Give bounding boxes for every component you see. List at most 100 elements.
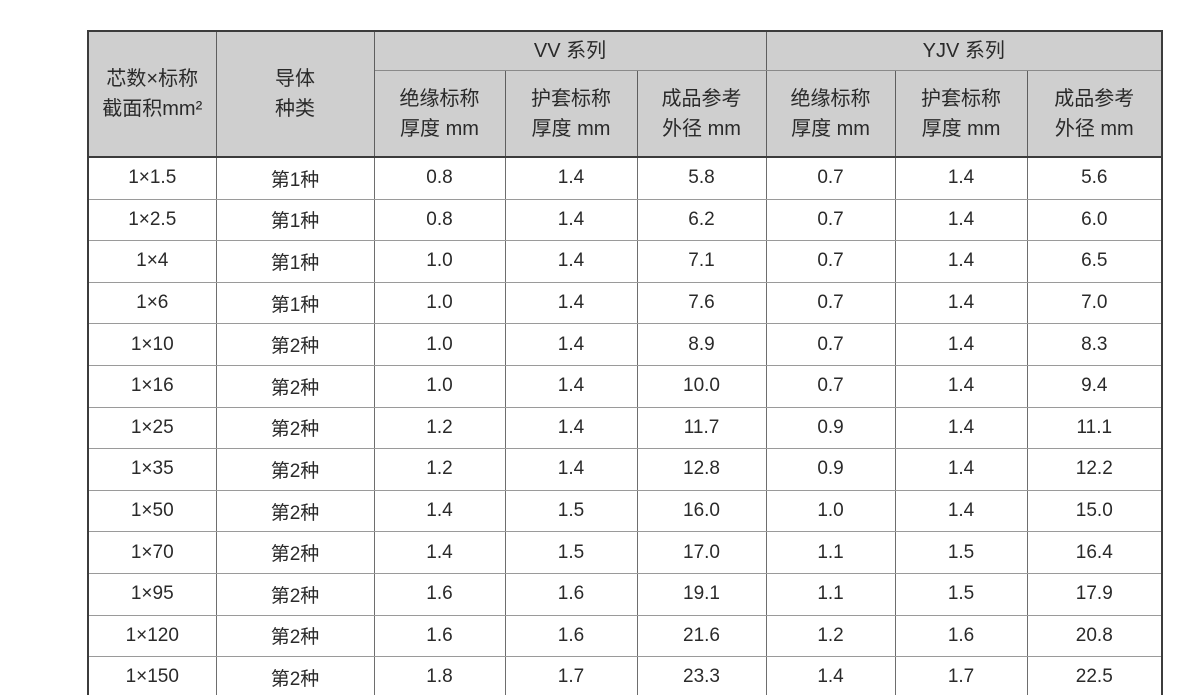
- table-cell: 5.6: [1026, 156, 1163, 200]
- table-cell: 1×2.5: [87, 198, 217, 242]
- table-cell: 第2种: [215, 572, 375, 616]
- table-row: 1×4 第1种 1.0 1.4 7.1 0.7 1.4 6.5: [87, 240, 1163, 283]
- table-cell: 1.0: [373, 364, 506, 408]
- table-cell: 17.0: [636, 531, 767, 574]
- table-cell: 1.4: [504, 240, 638, 283]
- header-conductor-type: 导体 种类: [215, 30, 375, 158]
- table-row: 1×50 第2种 1.4 1.5 16.0 1.0 1.4 15.0: [87, 489, 1163, 533]
- table-cell: 1.1: [765, 572, 896, 616]
- table-cell: 1.6: [894, 614, 1028, 658]
- table-cell: 1.4: [504, 323, 638, 366]
- table-cell: 1.4: [894, 156, 1028, 200]
- table-cell: 6.5: [1026, 240, 1163, 283]
- table-cell: 1.2: [373, 406, 506, 450]
- table-row: 1×10 第2种 1.0 1.4 8.9 0.7 1.4 8.3: [87, 323, 1163, 366]
- table-cell: 1×6: [87, 281, 217, 325]
- table-cell: 1.4: [504, 156, 638, 200]
- table-cell: 1.2: [765, 614, 896, 658]
- table-cell: 第1种: [215, 156, 375, 200]
- table-cell: 1.4: [894, 198, 1028, 242]
- table-row: 1×16 第2种 1.0 1.4 10.0 0.7 1.4 9.4: [87, 364, 1163, 408]
- table-cell: 1.4: [373, 489, 506, 533]
- table-row: 1×95 第2种 1.6 1.6 19.1 1.1 1.5 17.9: [87, 572, 1163, 616]
- table-cell: 第1种: [215, 281, 375, 325]
- table-cell: 1.4: [894, 240, 1028, 283]
- table-row: 1×35 第2种 1.2 1.4 12.8 0.9 1.4 12.2: [87, 448, 1163, 491]
- table-cell: 19.1: [636, 572, 767, 616]
- table-cell: 1.5: [894, 531, 1028, 574]
- table-cell: 1.8: [373, 656, 506, 695]
- table-row: 1×70 第2种 1.4 1.5 17.0 1.1 1.5 16.4: [87, 531, 1163, 574]
- table-cell: 0.7: [765, 281, 896, 325]
- table-cell: 1.6: [373, 572, 506, 616]
- table-cell: 1.0: [373, 281, 506, 325]
- table-cell: 1.4: [504, 406, 638, 450]
- table-row: 1×6 第1种 1.0 1.4 7.6 0.7 1.4 7.0: [87, 281, 1163, 325]
- table-cell: 22.5: [1026, 656, 1163, 695]
- table-cell: 0.7: [765, 240, 896, 283]
- table-cell: 1.4: [894, 323, 1028, 366]
- header-yjv-insulation: 绝缘标称 厚度 mm: [765, 70, 896, 158]
- table-cell: 第2种: [215, 614, 375, 658]
- table-cell: 1.4: [504, 281, 638, 325]
- table-cell: 20.8: [1026, 614, 1163, 658]
- header-yjv-outer-diameter: 成品参考 外径 mm: [1026, 70, 1163, 158]
- table-cell: 1×35: [87, 448, 217, 491]
- header-sub-row: 绝缘标称 厚度 mm 护套标称 厚度 mm 成品参考 外径 mm 绝缘标称 厚度…: [88, 70, 1163, 158]
- table-cell: 16.0: [636, 489, 767, 533]
- table-cell: 1.6: [373, 614, 506, 658]
- table-cell: 7.6: [636, 281, 767, 325]
- table-cell: 17.9: [1026, 572, 1163, 616]
- table-cell: 0.9: [765, 406, 896, 450]
- table-cell: 1.4: [504, 448, 638, 491]
- table-cell: 0.8: [373, 198, 506, 242]
- table-cell: 1.4: [894, 281, 1028, 325]
- table-cell: 12.2: [1026, 448, 1163, 491]
- table-body: 1×1.5 第1种 0.8 1.4 5.8 0.7 1.4 5.6 1×2.5 第1种 0.8 1.4…: [87, 156, 1163, 695]
- table-cell: 1.5: [504, 489, 638, 533]
- table-row: 1×120 第2种 1.6 1.6 21.6 1.2 1.6 20.8: [87, 614, 1163, 658]
- header-group-row: 芯数×标称 截面积mm² 导体 种类 VV 系列 YJV 系列: [87, 30, 1163, 158]
- table-row: 1×2.5 第1种 0.8 1.4 6.2 0.7 1.4 6.0: [87, 198, 1163, 242]
- header-core-size: 芯数×标称 截面积mm²: [87, 30, 217, 158]
- table-cell: 6.0: [1026, 198, 1163, 242]
- header-yjv-sheath: 护套标称 厚度 mm: [894, 70, 1028, 158]
- table-cell: 1×10: [87, 323, 217, 366]
- table-header: 芯数×标称 截面积mm² 导体 种类 VV 系列 YJV 系列 绝缘标称 厚度 …: [87, 30, 1163, 158]
- table-cell: 1.4: [894, 364, 1028, 408]
- table-cell: 12.8: [636, 448, 767, 491]
- table-cell: 1×4: [87, 240, 217, 283]
- header-vv-sheath: 护套标称 厚度 mm: [504, 70, 638, 158]
- table-cell: 第2种: [215, 656, 375, 695]
- table-cell: 1×95: [87, 572, 217, 616]
- table-cell: 第2种: [215, 448, 375, 491]
- table-cell: 1.7: [894, 656, 1028, 695]
- table-cell: 1.5: [894, 572, 1028, 616]
- header-vv-outer-diameter: 成品参考 外径 mm: [636, 70, 767, 158]
- table-cell: 9.4: [1026, 364, 1163, 408]
- table-cell: 1×50: [87, 489, 217, 533]
- table-cell: 第2种: [215, 406, 375, 450]
- cable-spec-table: 芯数×标称 截面积mm² 导体 种类 VV 系列 YJV 系列 绝缘标称 厚度 …: [87, 30, 1164, 695]
- table-cell: 1×25: [87, 406, 217, 450]
- table-cell: 0.7: [765, 156, 896, 200]
- table-cell: 第2种: [215, 364, 375, 408]
- table-cell: 第2种: [215, 531, 375, 574]
- header-vv-insulation: 绝缘标称 厚度 mm: [373, 70, 506, 158]
- table-cell: 23.3: [636, 656, 767, 695]
- table-cell: 6.2: [636, 198, 767, 242]
- table-cell: 7.0: [1026, 281, 1163, 325]
- table-cell: 第2种: [215, 489, 375, 533]
- table-cell: 第2种: [215, 323, 375, 366]
- table-cell: 10.0: [636, 364, 767, 408]
- table-cell: 1.4: [894, 448, 1028, 491]
- table-cell: 7.1: [636, 240, 767, 283]
- table-cell: 1.5: [504, 531, 638, 574]
- table-cell: 0.7: [765, 198, 896, 242]
- table-cell: 15.0: [1026, 489, 1163, 533]
- table-cell: 0.7: [765, 323, 896, 366]
- table-cell: 1.4: [504, 364, 638, 408]
- table-cell: 11.1: [1026, 406, 1163, 450]
- table-cell: 1.0: [373, 240, 506, 283]
